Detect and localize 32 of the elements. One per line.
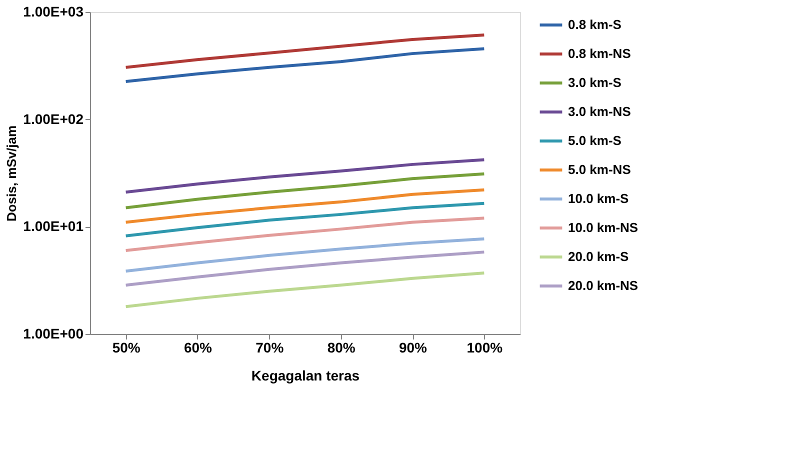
line-series — [124, 250, 486, 287]
y-tick-label: 1.00E+02 — [23, 110, 84, 127]
line-series — [124, 237, 486, 273]
legend-label: 5.0 km-S — [568, 133, 622, 148]
line-series — [124, 216, 486, 252]
line-series — [124, 158, 486, 194]
line-series — [124, 34, 486, 69]
legend-label: 0.8 km-S — [568, 17, 622, 32]
legend-label: 20.0 km-S — [568, 249, 630, 264]
x-tick-label: 60% — [184, 340, 213, 356]
x-tick-label: 100% — [466, 340, 504, 356]
line-series — [124, 202, 486, 238]
x-tick-label: 80% — [327, 340, 356, 356]
line-series — [124, 188, 486, 224]
y-tick-label: 1.00E+03 — [23, 4, 84, 20]
x-tick-label: 70% — [256, 340, 284, 356]
legend-label: 3.0 km-S — [568, 75, 622, 90]
y-axis-title: Dosis, mSv/jam — [4, 125, 20, 222]
legend-label: 20.0 km-NS — [568, 278, 638, 293]
line-series — [124, 272, 486, 308]
x-axis-title: Kegagalan teras — [251, 368, 360, 384]
legend-label: 10.0 km-S — [568, 191, 630, 206]
x-tick-label: 50% — [112, 340, 141, 356]
line-series — [124, 172, 486, 210]
legend-label: 3.0 km-NS — [568, 104, 632, 119]
legend-label: 10.0 km-NS — [568, 220, 638, 235]
legend-label: 5.0 km-NS — [568, 162, 632, 177]
legend-label: 0.8 km-NS — [568, 46, 632, 61]
x-tick-label: 90% — [398, 340, 428, 356]
line-series — [124, 47, 486, 84]
y-tick-label: 1.00E+00 — [23, 326, 84, 342]
y-tick-label: 1.00E+01 — [23, 218, 84, 234]
